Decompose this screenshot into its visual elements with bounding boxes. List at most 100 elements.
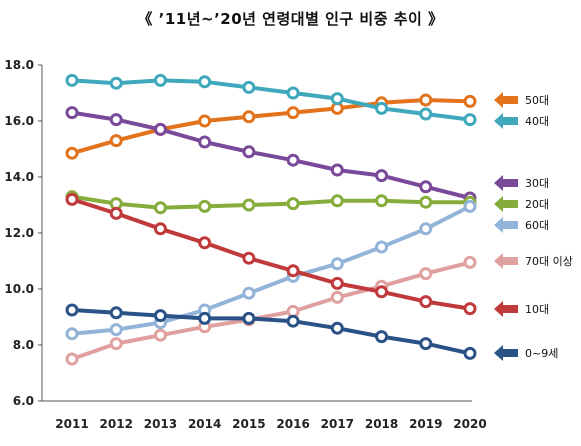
data-point <box>198 236 212 250</box>
data-point <box>109 206 123 220</box>
y-tick-label: 12.0 <box>4 226 34 240</box>
data-point <box>286 106 300 120</box>
legend-arrow-icon <box>494 301 518 317</box>
legend-label: 0~9세 <box>525 347 558 360</box>
x-tick-label: 2018 <box>365 417 398 431</box>
data-point <box>375 285 389 299</box>
series-line <box>70 110 472 200</box>
y-tick-label: 8.0 <box>13 338 34 352</box>
data-point <box>375 101 389 115</box>
y-tick-label: 16.0 <box>4 114 34 128</box>
series-20대 <box>65 190 477 215</box>
data-point <box>242 110 256 124</box>
data-point <box>198 75 212 89</box>
legend-arrow-icon <box>494 345 518 361</box>
data-point <box>242 145 256 159</box>
data-point <box>242 80 256 94</box>
legend-label: 10대 <box>525 303 549 316</box>
x-tick-label: 2012 <box>100 417 133 431</box>
legend-arrow-icon <box>494 92 518 108</box>
data-point <box>242 251 256 265</box>
x-tick-label: 2011 <box>55 417 88 431</box>
series-line <box>70 98 472 156</box>
data-point <box>330 163 344 177</box>
legend-item: 60대 <box>494 217 549 233</box>
chart-series <box>65 73 477 366</box>
data-point <box>65 192 79 206</box>
data-point <box>65 352 79 366</box>
data-point <box>153 222 167 236</box>
data-point <box>153 73 167 87</box>
data-point <box>198 199 212 213</box>
data-point <box>375 240 389 254</box>
data-point <box>375 194 389 208</box>
data-point <box>330 92 344 106</box>
chart-axes: 6.0 8.0 10.0 12.0 14.0 16.0 18.0 2011 2012 2013 20… <box>4 58 486 431</box>
legend-label: 30대 <box>525 177 549 190</box>
data-point <box>65 146 79 160</box>
data-point <box>109 323 123 337</box>
x-tick-label: 2013 <box>144 417 177 431</box>
data-point <box>419 295 433 309</box>
series-40대 <box>65 73 477 127</box>
data-point <box>286 314 300 328</box>
legend-arrow-icon <box>494 113 518 129</box>
x-tick-label: 2020 <box>453 417 486 431</box>
data-point <box>330 257 344 271</box>
data-point <box>198 135 212 149</box>
data-point <box>153 122 167 136</box>
data-point <box>286 264 300 278</box>
data-point <box>242 198 256 212</box>
x-tick-label: 2015 <box>232 417 265 431</box>
legend-arrow-icon <box>494 175 518 191</box>
legend-item: 50대 <box>494 92 549 108</box>
series-10대 <box>65 192 477 316</box>
legend-item: 10대 <box>494 301 549 317</box>
data-point <box>419 180 433 194</box>
data-point <box>65 303 79 317</box>
data-point <box>286 153 300 167</box>
legend-arrow-icon <box>494 196 518 212</box>
data-point <box>330 321 344 335</box>
y-tick-label: 14.0 <box>4 170 34 184</box>
series-line <box>70 204 472 336</box>
series-70대 이상 <box>65 255 477 366</box>
data-point <box>419 93 433 107</box>
data-point <box>463 113 477 127</box>
legend-item: 30대 <box>494 175 549 191</box>
series-line <box>70 308 472 356</box>
data-point <box>330 290 344 304</box>
data-point <box>463 302 477 316</box>
series-0~9세 <box>65 303 477 360</box>
data-point <box>419 337 433 351</box>
data-point <box>109 76 123 90</box>
data-point <box>286 86 300 100</box>
data-point <box>463 199 477 213</box>
data-point <box>463 346 477 360</box>
data-point <box>109 113 123 127</box>
legend-item: 20대 <box>494 196 549 212</box>
legend-label: 40대 <box>525 115 549 128</box>
legend-item: 40대 <box>494 113 549 129</box>
data-point <box>330 194 344 208</box>
data-point <box>419 195 433 209</box>
legend-label: 70대 이상 <box>525 255 573 268</box>
data-point <box>65 106 79 120</box>
data-point <box>153 328 167 342</box>
data-point <box>242 286 256 300</box>
data-point <box>330 276 344 290</box>
data-point <box>198 311 212 325</box>
legend-label: 20대 <box>525 198 549 211</box>
y-tick-label: 18.0 <box>4 58 34 72</box>
legend-label: 50대 <box>525 94 549 107</box>
data-point <box>198 114 212 128</box>
legend-arrow-icon <box>494 253 518 269</box>
series-line <box>70 260 472 361</box>
data-point <box>375 330 389 344</box>
chart-title: 《 ’11년~’20년 연령대별 인구 비중 추이 》 <box>137 10 444 28</box>
x-tick-label: 2017 <box>321 417 354 431</box>
y-tick-label: 10.0 <box>4 282 34 296</box>
legend-item: 70대 이상 <box>494 253 573 269</box>
series-line <box>70 78 472 122</box>
